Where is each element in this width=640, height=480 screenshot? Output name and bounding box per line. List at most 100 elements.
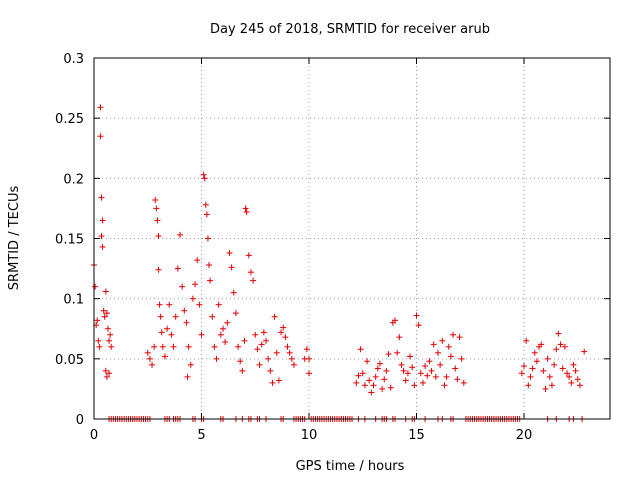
data-point <box>546 373 553 380</box>
data-point <box>290 361 297 368</box>
data-point <box>437 361 444 368</box>
data-point <box>202 201 209 208</box>
data-point <box>542 385 549 392</box>
data-point <box>247 269 254 276</box>
data-point <box>194 257 201 264</box>
data-point <box>224 319 231 326</box>
data-point <box>531 349 538 356</box>
chart-title: Day 245 of 2018, SRMTID for receiver aru… <box>210 22 490 37</box>
data-point <box>540 367 547 374</box>
data-point <box>170 343 177 350</box>
data-point <box>254 346 261 353</box>
data-point <box>385 351 392 358</box>
data-point <box>107 331 114 338</box>
data-point <box>102 367 109 374</box>
data-point <box>370 382 377 389</box>
data-point <box>232 310 239 317</box>
y-axis-label: SRMTID / TECUs <box>7 186 22 291</box>
data-point <box>411 382 418 389</box>
data-point <box>413 312 420 319</box>
data-point <box>99 217 106 224</box>
data-point <box>209 313 216 320</box>
data-point <box>179 283 186 290</box>
data-point <box>230 289 237 296</box>
data-point <box>576 382 583 389</box>
data-point <box>237 358 244 365</box>
data-point <box>258 341 265 348</box>
data-point <box>359 370 366 377</box>
data-point <box>198 331 205 338</box>
data-point <box>402 377 409 384</box>
data-point <box>392 317 398 324</box>
data-point <box>220 325 226 332</box>
data-point <box>306 370 312 377</box>
data-point <box>269 379 276 386</box>
data-point <box>533 358 540 365</box>
data-point <box>242 205 249 212</box>
data-point <box>245 252 252 259</box>
y-tick-label: 0 <box>76 413 84 428</box>
axis-ticks: 0 5 10 15 20 0 0.05 0.1 0.15 0.2 0.25 0.3 <box>55 52 610 443</box>
y-tick-label: 0.2 <box>63 172 84 187</box>
data-point <box>103 373 110 380</box>
data-point <box>523 337 530 344</box>
data-point <box>353 379 360 386</box>
data-point <box>439 337 446 344</box>
data-point <box>376 360 383 367</box>
data-point <box>553 346 560 353</box>
data-point <box>215 301 222 308</box>
data-point <box>151 343 158 350</box>
data-point <box>106 337 113 344</box>
data-point <box>94 317 101 324</box>
data-point <box>252 331 259 338</box>
data-point <box>372 373 379 380</box>
data-point <box>282 334 289 341</box>
data-point <box>189 295 196 302</box>
data-point <box>557 341 564 348</box>
data-point <box>211 343 218 350</box>
data-point <box>152 196 159 203</box>
data-point <box>424 372 431 379</box>
data-point <box>286 349 293 356</box>
x-tick-label: 10 <box>301 428 318 443</box>
data-point <box>192 281 199 288</box>
data-point <box>398 361 405 368</box>
data-point <box>207 277 214 284</box>
data-point <box>454 376 461 383</box>
data-point <box>419 379 426 386</box>
data-point <box>203 211 210 218</box>
data-point <box>379 385 386 392</box>
data-point <box>422 363 429 370</box>
data-point <box>458 355 465 362</box>
data-point <box>273 349 280 356</box>
data-point <box>306 355 312 362</box>
data-point <box>174 265 181 272</box>
data-point <box>106 370 113 377</box>
data-point <box>226 249 233 256</box>
data-point <box>184 373 191 380</box>
data-point <box>284 343 291 350</box>
data-point <box>570 361 577 368</box>
data-point <box>241 337 248 344</box>
data-point <box>368 389 375 396</box>
data-point <box>98 194 105 201</box>
x-tick-label: 15 <box>408 428 425 443</box>
data-point <box>243 209 250 216</box>
data-point <box>153 205 160 212</box>
grid-lines <box>94 58 610 419</box>
data-point <box>181 307 188 314</box>
data-point <box>432 373 439 380</box>
data-point <box>156 301 163 308</box>
data-point <box>551 361 558 368</box>
data-point <box>400 367 407 374</box>
data-point <box>404 370 411 377</box>
data-point <box>374 365 381 372</box>
data-point <box>456 334 463 341</box>
data-point <box>366 377 373 384</box>
y-tick-label: 0.3 <box>63 52 84 67</box>
data-point <box>529 365 536 372</box>
data-point <box>521 363 527 370</box>
y-tick-label: 0.05 <box>55 353 84 368</box>
x-axis-label: GPS time / hours <box>296 459 405 474</box>
